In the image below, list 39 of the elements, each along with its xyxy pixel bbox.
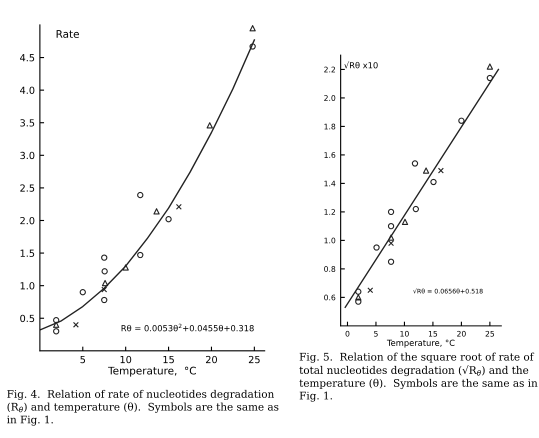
y-tick-label: 2.0 <box>20 216 34 224</box>
y-axis-title: √Rθ x10 <box>344 62 378 68</box>
point <box>402 218 408 226</box>
y-tick-label: 1.5 <box>20 250 34 257</box>
point <box>422 167 430 174</box>
y-tick-label: 0.5 <box>20 314 34 322</box>
point <box>355 294 362 301</box>
caption: Fig. 4. Relation of rate of nucleotides degradation (R$_{θ}$) and temperature (θ). Symbols are the same as in Fig. 1. <box>7 390 278 426</box>
y-tick-label: 2.5 <box>20 184 34 192</box>
x-tick-label: 15 <box>163 356 174 364</box>
x-tick-label: 20 <box>206 356 217 364</box>
x-axis-title: Temperature, °C <box>108 366 196 377</box>
point <box>486 63 494 70</box>
x-axis-title: Temperature, °C <box>386 340 455 348</box>
x-tick-label: 25 <box>248 356 260 364</box>
annotation: Rθ = 0.0053θ$^{2}$+0.0455θ+0.318 <box>122 324 254 332</box>
point <box>206 122 213 128</box>
point <box>72 322 79 328</box>
line-series <box>40 39 256 331</box>
point <box>153 208 160 215</box>
x-tick-label: 5 <box>80 356 86 364</box>
point <box>176 204 182 210</box>
point <box>438 168 444 174</box>
point <box>102 280 108 286</box>
point <box>249 25 256 32</box>
y-tick-label: 4.0 <box>20 86 34 94</box>
point <box>367 287 374 294</box>
point <box>53 322 60 328</box>
y-axis-title: Rate <box>56 30 79 38</box>
caption: Fig. 5. Relation of the square root of rate of total nucleotides degradation (√R$_{θ}$) and the temperature (θ). Symbols are the same as in Fig. 1. <box>299 352 538 402</box>
point <box>101 286 108 293</box>
point <box>122 264 129 271</box>
y-tick-label: 4.5 <box>20 54 34 62</box>
y-tick-label: 1.0 <box>20 282 34 290</box>
point <box>388 234 394 241</box>
y-tick-label: 3.0 <box>20 152 34 160</box>
x-tick-label: 10 <box>120 356 132 364</box>
y-tick-label: 3.5 <box>20 119 34 127</box>
point <box>388 240 394 246</box>
